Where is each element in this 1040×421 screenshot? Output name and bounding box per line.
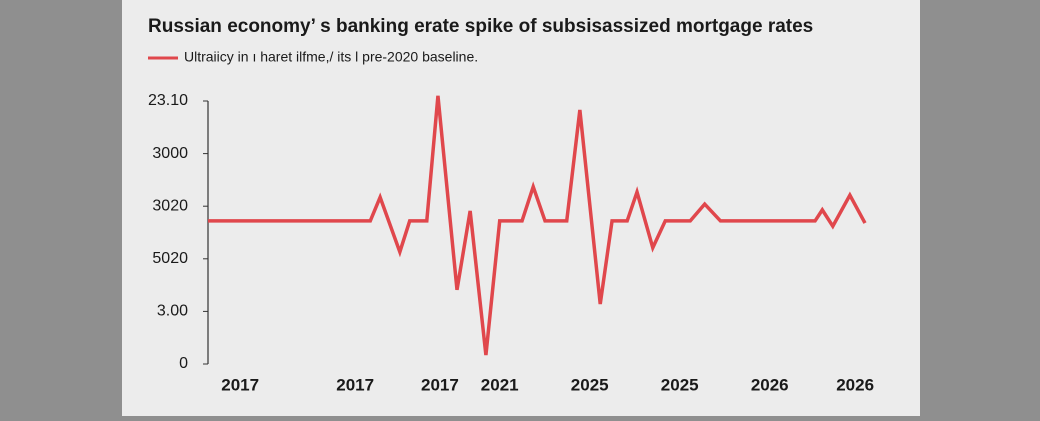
line <box>208 95 867 356</box>
chart-title: Russian economy’ s banking erate spike o… <box>148 16 813 37</box>
x-tick-label: 2017 <box>421 375 459 394</box>
panel <box>122 0 920 416</box>
y-tick-label: 3.00 <box>157 303 188 320</box>
x-tick-label: 2017 <box>336 375 374 394</box>
y-tick-label: 0 <box>179 355 188 372</box>
x-tick-label: 2017 <box>221 375 259 394</box>
x-tick-label: 2026 <box>836 375 874 394</box>
y-tick-label: 5020 <box>152 250 188 267</box>
y-tick-label: 3020 <box>152 197 188 214</box>
x-tick-label: 2021 <box>481 375 519 394</box>
x-tick-label: 2026 <box>751 375 789 394</box>
legend-label: Ultraiicy in ı haret ilfme,/ its l pre-2… <box>184 49 478 65</box>
y-tick-label: 3000 <box>152 145 188 162</box>
y-tick-label: 23.10 <box>148 92 188 109</box>
x-tick-label: 2025 <box>661 375 699 394</box>
x-tick-label: 2025 <box>571 375 609 394</box>
